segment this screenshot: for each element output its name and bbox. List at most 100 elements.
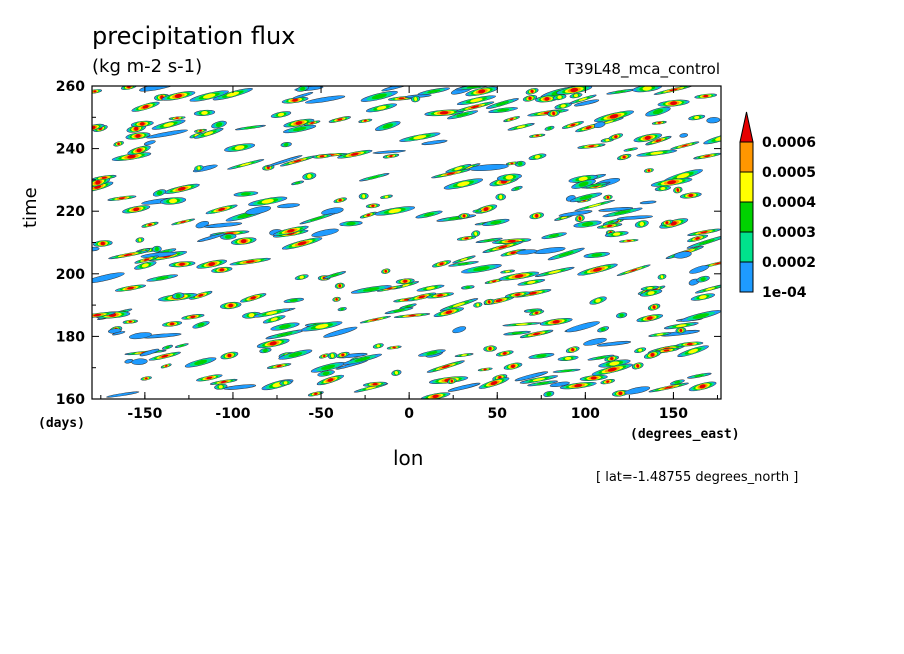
precip-contour bbox=[446, 172, 456, 175]
y-tick-label: 260 bbox=[56, 79, 85, 95]
precip-contour bbox=[456, 112, 469, 117]
precip-contour bbox=[299, 275, 304, 279]
precip-contour bbox=[613, 232, 621, 236]
precip-contour bbox=[277, 112, 285, 117]
precip-streak bbox=[420, 392, 451, 399]
precip-contour bbox=[437, 294, 444, 297]
precip-contour bbox=[197, 322, 205, 327]
precip-contour bbox=[117, 142, 120, 146]
precip-contour bbox=[475, 209, 479, 213]
precip-contour bbox=[432, 394, 439, 399]
precip-streak bbox=[114, 284, 147, 292]
precip-streak bbox=[318, 353, 330, 359]
precip-streak bbox=[679, 192, 702, 199]
precip-streak bbox=[381, 268, 391, 274]
precip-streak bbox=[583, 337, 607, 346]
precip-streak bbox=[312, 154, 332, 159]
x-tick-label: -150 bbox=[127, 406, 162, 422]
precip-contour bbox=[270, 317, 278, 322]
precip-streak bbox=[680, 310, 721, 322]
precip-contour bbox=[445, 310, 453, 314]
precip-contour bbox=[323, 326, 358, 338]
precip-streak bbox=[92, 177, 111, 188]
precip-contour bbox=[546, 392, 551, 396]
precip-streak bbox=[624, 386, 651, 395]
precip-contour bbox=[534, 155, 541, 159]
precip-contour bbox=[330, 273, 340, 277]
precip-streak bbox=[675, 327, 687, 334]
precip-contour bbox=[688, 193, 694, 198]
precip-streak bbox=[395, 278, 415, 285]
precip-streak bbox=[152, 245, 162, 253]
precip-streak bbox=[168, 261, 196, 268]
precip-contour bbox=[698, 239, 715, 245]
precip-contour bbox=[514, 274, 524, 278]
precip-contour bbox=[401, 283, 410, 287]
precip-streak bbox=[639, 200, 657, 205]
precip-contour bbox=[704, 155, 711, 158]
precip-streak bbox=[452, 255, 476, 264]
colorbar-label: 0.0002 bbox=[762, 255, 816, 271]
precip-contour bbox=[647, 169, 651, 172]
precip-contour bbox=[276, 332, 293, 337]
precip-contour bbox=[322, 371, 330, 376]
precip-contour bbox=[676, 173, 690, 179]
precip-streak bbox=[350, 285, 392, 294]
precip-streak bbox=[140, 376, 152, 381]
x-tick-label: -50 bbox=[308, 406, 334, 422]
precip-streak bbox=[193, 128, 224, 139]
precip-contour bbox=[240, 192, 251, 196]
precip-contour bbox=[127, 286, 134, 290]
precip-streak bbox=[386, 345, 402, 350]
precip-streak bbox=[259, 347, 272, 354]
precip-streak bbox=[365, 203, 380, 209]
precip-streak bbox=[569, 94, 597, 104]
precip-streak bbox=[339, 220, 363, 227]
precip-streak bbox=[458, 213, 470, 219]
precip-contour bbox=[565, 321, 600, 333]
precip-contour bbox=[366, 213, 371, 217]
precip-contour bbox=[93, 313, 102, 317]
precip-contour bbox=[174, 93, 183, 98]
precip-streak bbox=[503, 362, 523, 370]
precip-contour bbox=[277, 203, 300, 209]
precip-contour bbox=[194, 359, 208, 366]
precip-streak bbox=[140, 251, 177, 258]
precip-contour bbox=[483, 368, 487, 371]
precip-contour bbox=[421, 139, 448, 145]
precip-contour bbox=[530, 89, 534, 93]
precip-contour bbox=[536, 382, 549, 385]
precip-contour bbox=[470, 98, 483, 103]
precip-contour bbox=[198, 293, 204, 297]
precip-streak bbox=[152, 189, 167, 197]
precip-contour bbox=[138, 238, 142, 242]
precip-contour bbox=[497, 108, 510, 112]
precip-streak bbox=[192, 321, 210, 329]
precip-streak bbox=[604, 231, 629, 238]
precip-streak bbox=[108, 250, 149, 260]
precip-contour bbox=[490, 381, 498, 386]
precip-streak bbox=[645, 135, 672, 146]
precip-contour bbox=[337, 118, 343, 121]
precip-streak bbox=[608, 133, 623, 140]
precip-streak bbox=[279, 380, 292, 386]
precip-contour bbox=[627, 148, 634, 151]
precip-streak bbox=[407, 292, 437, 302]
precip-streak bbox=[568, 174, 598, 183]
precip-contour bbox=[145, 377, 148, 380]
precip-streak bbox=[686, 235, 721, 249]
precip-contour bbox=[528, 291, 537, 295]
precip-contour bbox=[583, 337, 607, 346]
precip-contour bbox=[190, 315, 196, 319]
precip-contour bbox=[703, 94, 709, 98]
precip-streak bbox=[616, 312, 628, 319]
precip-streak bbox=[478, 377, 510, 389]
precip-contour bbox=[616, 215, 654, 220]
precip-streak bbox=[262, 315, 286, 324]
precip-streak bbox=[362, 381, 388, 387]
precip-streak bbox=[360, 90, 398, 102]
precip-contour bbox=[514, 371, 549, 382]
precip-streak bbox=[468, 164, 509, 171]
precip-streak bbox=[337, 149, 373, 159]
precip-streak bbox=[160, 197, 187, 205]
